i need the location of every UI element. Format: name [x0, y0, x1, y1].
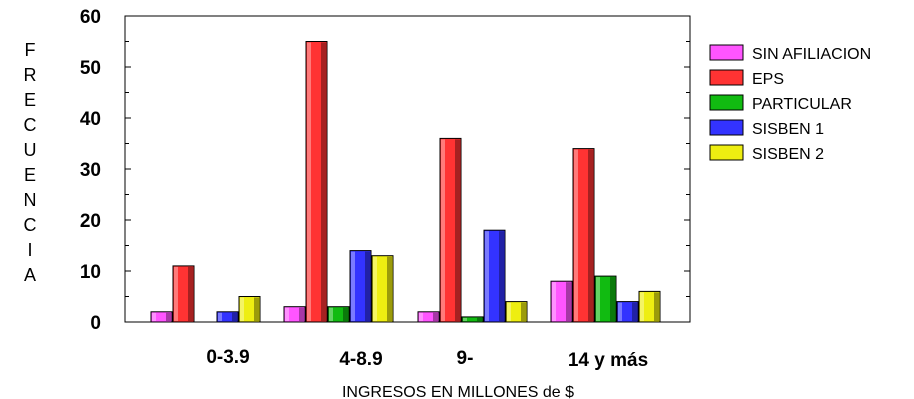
bar-shadow [343, 307, 348, 321]
y-axis-label-letter: C [24, 215, 37, 235]
legend-label: SISBEN 1 [752, 121, 824, 138]
bar-highlight [552, 282, 556, 321]
axes-layer: 0 10 20 30 40 50 60 0-3.9 4-8.9 9- 14 y más [80, 7, 691, 371]
bar-highlight [373, 256, 377, 321]
y-axis-label-letter: C [24, 115, 37, 135]
legend: SIN AFILIACION EPS PARTICULAR SISBEN 1 SISBE… [709, 44, 871, 163]
bar-highlight [174, 266, 178, 321]
x-tick-label: 9- [457, 348, 474, 369]
bar-highlight [329, 307, 333, 321]
bar-highlight [618, 302, 622, 321]
y-tick-label: 30 [80, 160, 101, 181]
legend-swatch [709, 69, 744, 86]
bar-highlight [218, 312, 222, 321]
x-axis-label: INGRESOS EN MILLONES de $ [342, 384, 574, 399]
legend-swatch [709, 144, 744, 161]
legend-swatch [709, 94, 744, 111]
bar-shadow [455, 139, 460, 321]
bar-highlight [574, 149, 578, 321]
bar-shadow [299, 307, 304, 321]
bar-shadow [387, 256, 392, 321]
bar-shadow [477, 317, 482, 321]
bar-shadow [188, 266, 193, 321]
bar-shadow [654, 292, 659, 321]
y-axis-label-letter: A [24, 265, 36, 285]
bar-shadow [254, 297, 259, 321]
legend-swatch [709, 44, 744, 61]
bar-shadow [588, 149, 593, 321]
bar-shadow [321, 42, 326, 321]
x-tick-label: 4-8.9 [339, 349, 382, 370]
y-tick-label: 50 [80, 58, 101, 79]
bar-shadow [166, 312, 171, 321]
bar-shadow [433, 312, 438, 321]
bar-highlight [507, 302, 511, 321]
bar-shadow [566, 282, 571, 321]
y-axis-label-letter: E [24, 165, 36, 185]
y-axis-label-letter: E [24, 90, 36, 110]
bar-shadow [610, 277, 615, 321]
bar-highlight [285, 307, 289, 321]
bar-highlight [419, 312, 423, 321]
y-axis-label-letter: F [25, 40, 36, 60]
legend-label: EPS [752, 71, 784, 88]
bar-shadow [232, 312, 237, 321]
x-tick-label: 14 y más [568, 350, 648, 371]
bar-highlight [351, 251, 355, 321]
bar-highlight [307, 42, 311, 321]
legend-label: PARTICULAR [752, 96, 852, 113]
y-axis-label-letter: R [24, 65, 37, 85]
bar-highlight [240, 297, 244, 321]
y-tick-label: 20 [80, 211, 101, 232]
y-axis-label-letter: U [24, 140, 37, 160]
legend-label: SISBEN 2 [752, 146, 824, 163]
bars-layer [150, 41, 661, 323]
y-tick-label: 10 [80, 262, 101, 283]
bar-highlight [463, 317, 467, 321]
bar-highlight [640, 292, 644, 321]
y-tick-label: 40 [80, 109, 101, 130]
y-tick-label: 0 [90, 313, 101, 334]
y-tick-label: 60 [80, 7, 101, 28]
y-axis-label-letter: N [24, 190, 37, 210]
bar-highlight [152, 312, 156, 321]
bar-shadow [365, 251, 370, 321]
legend-swatch [709, 119, 744, 136]
bar-shadow [499, 231, 504, 321]
bar-highlight [485, 231, 489, 321]
bar-shadow [632, 302, 637, 321]
x-tick-label: 0-3.9 [206, 347, 249, 368]
bar-highlight [596, 277, 600, 321]
legend-label: SIN AFILIACION [752, 46, 871, 63]
bar-shadow [521, 302, 526, 321]
y-axis-label-letter: I [27, 240, 32, 260]
bar-highlight [441, 139, 445, 321]
